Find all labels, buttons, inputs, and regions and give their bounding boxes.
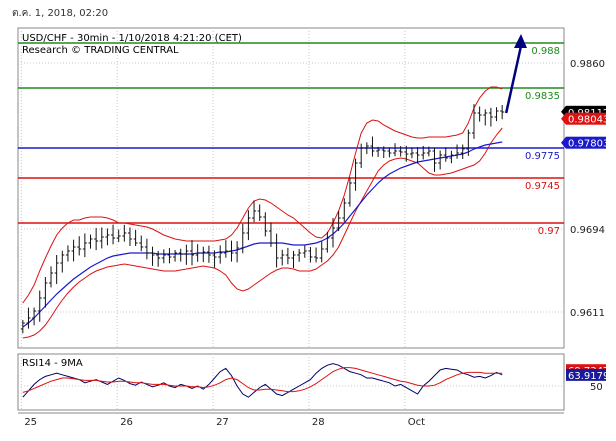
- rsi-tag: [566, 368, 606, 381]
- price-tag: [566, 112, 606, 125]
- chart-title: USD/CHF - 30min - 1/10/2018 4:21:20 (CET…: [22, 33, 242, 44]
- level-label: 0.97: [538, 226, 560, 237]
- bollinger-lower: [22, 127, 503, 339]
- x-tick-label: 25: [24, 417, 37, 428]
- forecast-arrow: [504, 34, 527, 114]
- price-panel: [17, 27, 565, 349]
- rsi-tag-label: 63.9179: [568, 371, 609, 382]
- y-tick-label: 0.9860: [570, 59, 605, 70]
- price-tag-pointer: [561, 136, 566, 149]
- y-tick-label: 0.9611: [570, 308, 605, 319]
- moving-average-line: [22, 141, 503, 328]
- x-tick-label: 28: [312, 417, 325, 428]
- level-label: 0.9775: [525, 151, 560, 162]
- y-tick-label: 0.9694: [570, 225, 605, 236]
- price-grid: [18, 28, 564, 348]
- rsi-axis: 5069.734763.9179: [566, 364, 609, 393]
- rsi-line: [22, 363, 503, 398]
- x-tick-label: Oct: [408, 417, 425, 428]
- rsi-panel: [17, 353, 565, 411]
- rsi-title: RSI14 - 9MA: [22, 358, 83, 369]
- price-tag: [566, 136, 606, 149]
- level-label: 0.9745: [525, 181, 560, 192]
- bollinger-bands: [22, 86, 503, 339]
- forecast-arrow-shaft: [504, 45, 523, 114]
- x-tick-label: 26: [120, 417, 133, 428]
- rsi-ma-line: [22, 367, 503, 393]
- rsi-lines: [22, 363, 503, 398]
- time-axis: 25 26 27 28 Oct: [18, 412, 564, 428]
- price-tag-label: 0.97803: [568, 139, 609, 150]
- level-label: 0.9835: [525, 91, 560, 102]
- forecast-arrow-head: [514, 34, 527, 48]
- chart-subtitle: Research © TRADING CENTRAL: [22, 45, 179, 56]
- x-tick-label: 27: [216, 417, 229, 428]
- target-levels: 0.988 0.9835 0.9775 0.9745 0.97: [18, 42, 564, 237]
- level-label: 0.988: [531, 46, 560, 57]
- bollinger-upper: [22, 86, 503, 304]
- price-bars: [20, 104, 505, 334]
- price-tag-label: 0.98043: [568, 115, 609, 126]
- window-timestamp: ต.ค. 1, 2018, 02:20: [12, 8, 108, 19]
- rsi-tick-label: 50: [590, 382, 603, 393]
- price-tag-pointer: [561, 112, 566, 125]
